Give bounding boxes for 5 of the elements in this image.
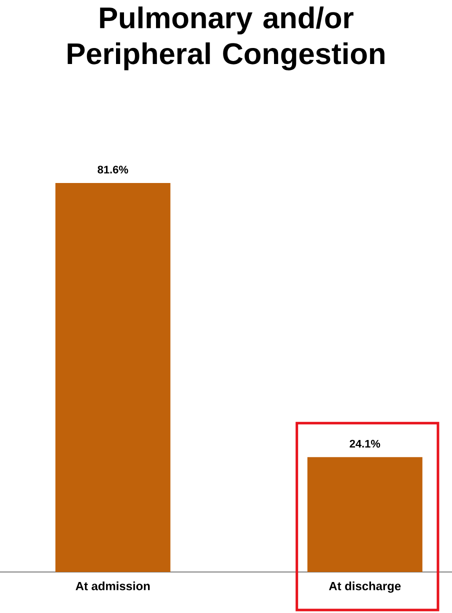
data-label: 81.6% <box>98 166 128 174</box>
chart-title: Pulmonary and/or Peripheral Congestion <box>68 6 384 70</box>
x-tick-label: At discharge <box>328 582 401 593</box>
data-label: 24.1% <box>350 440 380 448</box>
x-tick-label: At admission <box>76 582 150 590</box>
